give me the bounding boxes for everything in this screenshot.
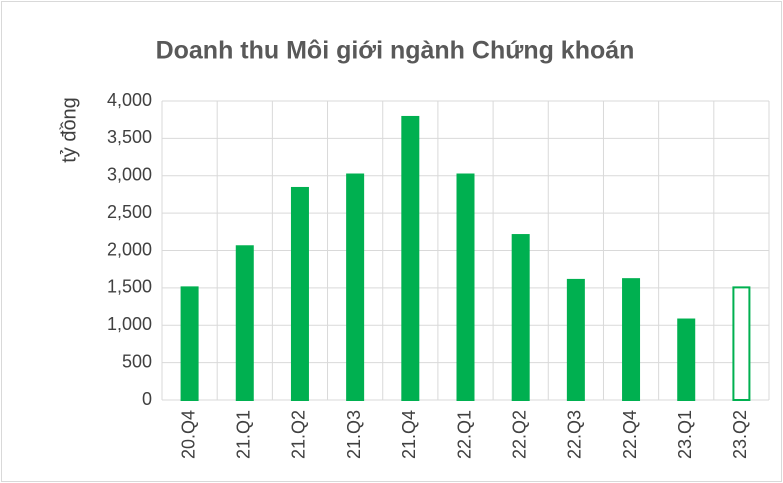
x-tick-label: 21.Q2: [289, 410, 309, 459]
x-tick-label: 22.Q2: [509, 410, 529, 459]
x-tick-label: 21.Q1: [234, 410, 254, 459]
bar: [235, 245, 254, 401]
bar: [732, 286, 751, 402]
y-tick-label: 2,500: [107, 202, 152, 222]
x-tick-label: 21.Q3: [344, 410, 364, 459]
y-tick-label: 4,000: [107, 90, 152, 110]
bar: [622, 278, 641, 401]
y-tick-label: 0: [142, 389, 152, 409]
y-tick-label: 500: [122, 351, 152, 371]
bar: [677, 318, 696, 401]
y-tick-label: 3,500: [107, 127, 152, 147]
bar: [511, 234, 530, 401]
y-axis-label: tỷ đồng: [58, 97, 80, 163]
y-tick-label: 3,000: [107, 165, 152, 185]
bar: [180, 286, 199, 402]
x-tick-label: 22.Q1: [454, 410, 474, 459]
x-tick-label: 22.Q3: [565, 410, 585, 459]
bar: [401, 115, 420, 401]
x-tick-label: 21.Q4: [399, 410, 419, 459]
x-tick-label: 20.Q4: [178, 410, 198, 459]
chart-title: Doanh thu Môi giới ngành Chứng khoán: [156, 37, 635, 65]
x-tick-label: 23.Q1: [675, 410, 695, 459]
y-tick-label: 2,000: [107, 239, 152, 259]
bar: [290, 186, 309, 401]
bar: [566, 278, 585, 401]
x-tick-label: 23.Q2: [730, 410, 750, 459]
bar: [346, 173, 365, 401]
y-tick-label: 1,500: [107, 277, 152, 297]
x-tick-label: 22.Q4: [620, 410, 640, 459]
bar: [456, 173, 475, 401]
y-tick-label: 1,000: [107, 314, 152, 334]
